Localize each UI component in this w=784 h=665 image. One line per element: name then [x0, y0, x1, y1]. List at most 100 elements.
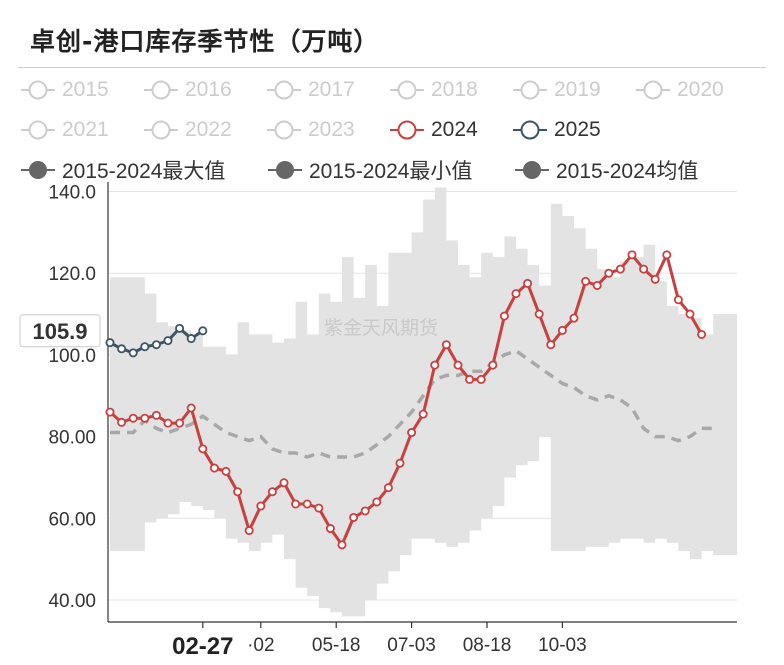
axes [107, 182, 737, 623]
legend-label: 2020 [677, 78, 724, 101]
legend-dot-icon [515, 161, 549, 179]
legend-item-2015-2024最大值[interactable]: 2015-2024最大值 [20, 158, 226, 183]
point-2024[interactable] [291, 499, 301, 509]
legend-item-2019[interactable]: 2019 [512, 78, 601, 102]
point-2024[interactable] [476, 374, 486, 384]
legend-label: 2018 [431, 78, 478, 101]
legend-label: 2015-2024最大值 [62, 160, 226, 183]
point-2024[interactable] [128, 413, 138, 423]
point-2024[interactable] [349, 512, 359, 522]
legend-line-circle-icon [390, 120, 424, 140]
point-2025[interactable] [105, 338, 115, 348]
point-2024[interactable] [372, 497, 382, 507]
point-2024[interactable] [534, 309, 544, 319]
point-2024[interactable] [209, 463, 219, 473]
point-2024[interactable] [430, 360, 440, 370]
point-2024[interactable] [418, 409, 428, 419]
x-tick-label: 05-18 [312, 635, 361, 656]
point-2024[interactable] [407, 428, 417, 438]
point-2024[interactable] [557, 325, 567, 335]
point-2024[interactable] [256, 501, 266, 511]
point-2025[interactable] [175, 323, 185, 333]
point-2024[interactable] [314, 503, 324, 513]
point-2024[interactable] [650, 274, 660, 284]
point-2024[interactable] [697, 329, 707, 339]
legend-dot-icon [268, 161, 302, 179]
band-area [110, 187, 737, 617]
legend-item-2022[interactable]: 2022 [143, 118, 232, 142]
point-2024[interactable] [279, 478, 289, 488]
point-2024[interactable] [673, 295, 683, 305]
point-2024[interactable] [383, 483, 393, 493]
legend-item-2025[interactable]: 2025 [512, 118, 601, 142]
legend-item-2017[interactable]: 2017 [266, 78, 355, 102]
point-2025[interactable] [128, 348, 138, 358]
point-2024[interactable] [302, 499, 312, 509]
cursor-value-box [19, 314, 101, 348]
legend-line-circle-icon [267, 80, 301, 100]
point-2024[interactable] [627, 250, 637, 260]
point-2024[interactable] [163, 418, 173, 428]
point-2024[interactable] [639, 264, 649, 274]
point-2025[interactable] [117, 344, 127, 354]
legend-label: 2017 [308, 78, 355, 101]
point-2024[interactable] [337, 540, 347, 550]
point-2024[interactable] [662, 250, 672, 260]
point-2025[interactable] [186, 334, 196, 344]
point-2024[interactable] [592, 280, 602, 290]
legend-item-2023[interactable]: 2023 [266, 118, 355, 142]
x-tick-label: 02-27 [172, 633, 233, 660]
point-2024[interactable] [175, 418, 185, 428]
point-2024[interactable] [546, 340, 556, 350]
point-2024[interactable] [581, 276, 591, 286]
legend-line-circle-icon [513, 80, 547, 100]
point-2025[interactable] [151, 340, 161, 350]
x-tick-label: 07-03 [387, 635, 436, 656]
legend-item-2016[interactable]: 2016 [143, 78, 232, 102]
legend-item-2018[interactable]: 2018 [389, 78, 478, 102]
point-2024[interactable] [186, 403, 196, 413]
legend-item-2015[interactable]: 2015 [20, 78, 109, 102]
legend-dot-icon [21, 161, 55, 179]
point-2024[interactable] [685, 309, 695, 319]
point-2024[interactable] [233, 487, 243, 497]
point-2024[interactable] [267, 487, 277, 497]
point-2024[interactable] [569, 313, 579, 323]
point-2024[interactable] [499, 311, 509, 321]
series-line-2024 [109, 250, 703, 548]
point-2024[interactable] [511, 289, 521, 299]
point-2024[interactable] [325, 524, 335, 534]
point-2024[interactable] [151, 410, 161, 420]
legend-label: 2024 [431, 118, 478, 141]
point-2024[interactable] [117, 417, 127, 427]
point-2024[interactable] [360, 506, 370, 516]
legend-item-2015-2024最小值[interactable]: 2015-2024最小值 [267, 158, 472, 183]
legend-item-2015-2024均值[interactable]: 2015-2024均值 [514, 158, 698, 183]
point-2024[interactable] [244, 526, 254, 536]
legend-item-2024[interactable]: 2024 [389, 118, 478, 142]
legend-line-circle-icon [513, 120, 547, 140]
point-2025[interactable] [198, 326, 208, 336]
point-2024[interactable] [453, 360, 463, 370]
point-2024[interactable] [615, 264, 625, 274]
point-2024[interactable] [198, 444, 208, 454]
cursor-value-label: 105.9 [32, 319, 87, 344]
point-2024[interactable] [140, 413, 150, 423]
point-2024[interactable] [395, 458, 405, 468]
point-2024[interactable] [465, 374, 475, 384]
point-2024[interactable] [441, 340, 451, 350]
legend-item-2020[interactable]: 2020 [635, 78, 724, 102]
point-2024[interactable] [488, 360, 498, 370]
point-2024[interactable] [221, 466, 231, 476]
x-tick-label: 10-03 [538, 635, 587, 656]
point-2024[interactable] [523, 278, 533, 288]
legend-line-circle-icon [21, 80, 55, 100]
point-2025[interactable] [140, 342, 150, 352]
point-2024[interactable] [604, 268, 614, 278]
legend-line-circle-icon [390, 80, 424, 100]
point-2024[interactable] [105, 407, 115, 417]
x-tick-label: ·02 [247, 635, 274, 656]
legend-item-2021[interactable]: 2021 [20, 118, 109, 142]
point-2025[interactable] [163, 336, 173, 346]
